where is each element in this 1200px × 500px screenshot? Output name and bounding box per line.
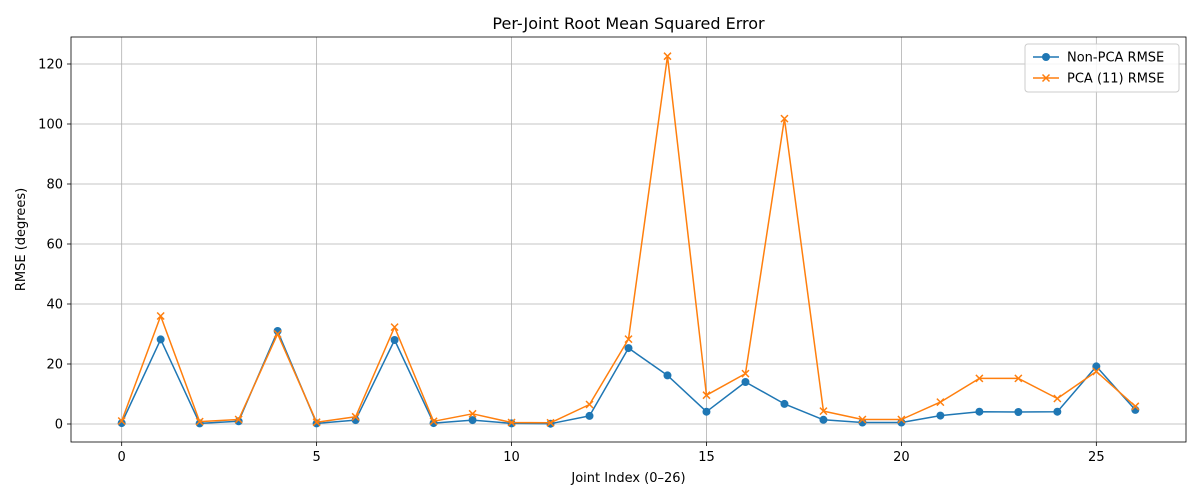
data-point bbox=[663, 371, 672, 380]
data-point bbox=[936, 411, 945, 420]
y-tick-label: 100 bbox=[38, 118, 63, 133]
plot-frame bbox=[70, 36, 1187, 443]
x-axis-label: Joint Index (0–26) bbox=[570, 471, 685, 486]
data-point bbox=[1092, 367, 1101, 376]
data-point bbox=[468, 409, 477, 418]
legend-marker bbox=[1042, 53, 1050, 61]
data-point bbox=[351, 412, 360, 421]
legend-box bbox=[1024, 43, 1180, 93]
data-point bbox=[117, 416, 126, 426]
x-tick-label: 5 bbox=[312, 450, 320, 465]
y-tick-label: 120 bbox=[38, 58, 63, 73]
legend-entry: Non-PCA RMSE bbox=[1033, 51, 1164, 66]
grid-lines bbox=[71, 37, 1186, 442]
y-tick-label: 40 bbox=[46, 298, 63, 313]
series-line bbox=[120, 55, 1136, 424]
y-tick-label: 60 bbox=[46, 238, 63, 253]
data-point bbox=[1014, 374, 1023, 383]
data-point bbox=[858, 415, 867, 424]
data-point bbox=[1131, 402, 1140, 411]
y-tick-label: 0 bbox=[55, 418, 63, 433]
data-point bbox=[741, 369, 750, 378]
x-tick-label: 25 bbox=[1088, 450, 1105, 465]
data-point bbox=[585, 400, 594, 409]
data-point bbox=[819, 407, 828, 416]
axis-ticks: 0 5 10 15 20 25 0 20 40 60 80 100 120 bbox=[38, 58, 1104, 466]
legend-entry: PCA (11) RMSE bbox=[1033, 72, 1164, 87]
data-point bbox=[975, 374, 984, 383]
data-point bbox=[702, 407, 711, 416]
data-point bbox=[312, 418, 321, 427]
data-point bbox=[390, 323, 399, 332]
data-point bbox=[663, 52, 672, 61]
data-point bbox=[975, 407, 984, 416]
chart-title: Per-Joint Root Mean Squared Error bbox=[492, 14, 765, 33]
legend-label: PCA (11) RMSE bbox=[1067, 72, 1164, 87]
data-point bbox=[702, 391, 711, 400]
data-point bbox=[195, 417, 204, 426]
x-tick-label: 15 bbox=[698, 450, 715, 465]
series-2 bbox=[117, 52, 1140, 427]
legend-marker bbox=[1041, 73, 1051, 83]
legend: Non-PCA RMSE PCA (11) RMSE bbox=[1024, 43, 1180, 93]
x-tick-label: 0 bbox=[118, 450, 126, 465]
y-tick-label: 80 bbox=[46, 178, 63, 193]
data-point bbox=[897, 415, 906, 424]
legend-label: Non-PCA RMSE bbox=[1067, 51, 1164, 66]
data-point bbox=[546, 418, 555, 427]
data-point bbox=[156, 311, 165, 321]
data-point bbox=[390, 336, 399, 344]
data-point bbox=[1092, 362, 1101, 371]
data-point bbox=[1014, 408, 1023, 416]
data-point bbox=[468, 416, 477, 425]
data-point bbox=[780, 399, 789, 408]
data-point bbox=[273, 329, 282, 339]
x-tick-label: 10 bbox=[503, 450, 520, 465]
data-point bbox=[624, 335, 633, 344]
data-point bbox=[741, 378, 750, 386]
y-axis-label: RMSE (degrees) bbox=[14, 188, 29, 291]
data-point bbox=[819, 415, 828, 424]
data-point bbox=[936, 398, 945, 407]
series-layer bbox=[117, 52, 1140, 428]
data-point bbox=[429, 417, 438, 426]
data-point bbox=[117, 419, 126, 428]
data-point bbox=[585, 411, 594, 420]
data-point bbox=[156, 335, 165, 344]
data-point bbox=[507, 418, 516, 427]
x-tick-label: 20 bbox=[893, 450, 910, 465]
data-point bbox=[1053, 394, 1062, 403]
data-point bbox=[780, 114, 789, 123]
data-point bbox=[234, 415, 243, 424]
data-point bbox=[1053, 407, 1062, 416]
series-1 bbox=[117, 327, 1140, 428]
data-point bbox=[624, 344, 633, 353]
y-tick-label: 20 bbox=[46, 358, 63, 373]
